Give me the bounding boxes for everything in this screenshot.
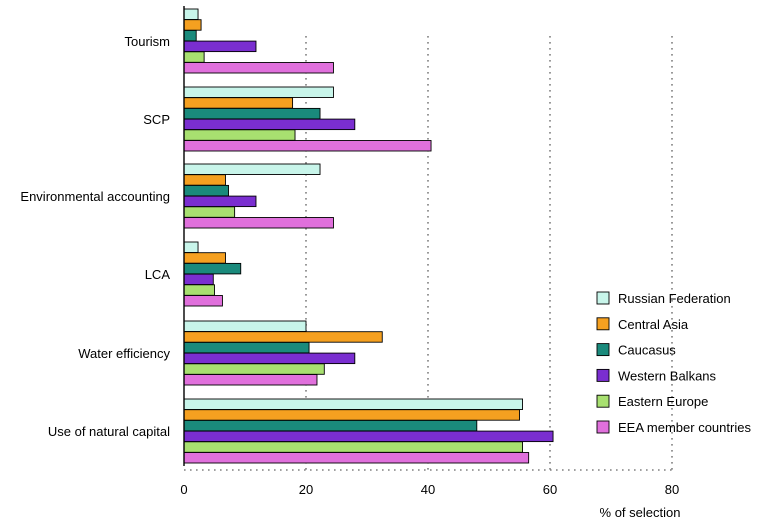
bars (183, 8, 554, 464)
bar (183, 129, 296, 141)
legend-swatch (596, 343, 610, 357)
legend-label: Russian Federation (618, 291, 731, 306)
bar (183, 262, 242, 275)
bar (183, 174, 226, 186)
bar (183, 374, 318, 386)
bar (183, 331, 383, 343)
bar (183, 118, 356, 131)
legend-label: Eastern Europe (618, 394, 708, 409)
bar (183, 252, 226, 264)
bar (183, 217, 334, 229)
category-label: SCP (143, 112, 170, 127)
bar (183, 341, 310, 354)
x-axis-label: % of selection (600, 505, 681, 520)
bar (183, 206, 236, 218)
bar (183, 140, 432, 152)
bar (183, 409, 520, 421)
x-tick-label-40: 40 (421, 482, 435, 497)
bar (183, 184, 229, 197)
category-label: Water efficiency (78, 346, 170, 361)
legend-swatch (596, 420, 610, 434)
bar (183, 398, 523, 410)
legend-label: EEA member countries (618, 420, 751, 435)
bar (183, 241, 199, 253)
bar (183, 273, 214, 286)
bar (183, 284, 215, 296)
x-tick-label-20: 20 (299, 482, 313, 497)
legend: Russian Federation Central Asia Caucasus We… (596, 291, 751, 435)
legend-swatch (596, 394, 610, 408)
bar (183, 320, 307, 332)
x-tick-label-60: 60 (543, 482, 557, 497)
legend-label: Caucasus (618, 343, 676, 358)
legend-label: Central Asia (618, 317, 689, 332)
category-label: Environmental accounting (20, 189, 170, 204)
bar (183, 195, 257, 208)
bar (183, 419, 478, 432)
bar (183, 452, 530, 464)
bar (183, 107, 321, 120)
bar (183, 8, 199, 20)
category-label: Use of natural capital (48, 424, 170, 439)
category-label: Tourism (124, 34, 170, 49)
legend-swatch (596, 291, 610, 305)
bar (183, 86, 334, 98)
legend-swatch (596, 368, 610, 382)
bar (183, 295, 223, 307)
legend-swatch (596, 317, 610, 331)
bar (183, 19, 202, 31)
bar (183, 430, 554, 443)
bar (183, 51, 205, 63)
legend-label: Western Balkans (618, 368, 717, 383)
bar (183, 62, 334, 74)
bar (183, 363, 325, 375)
x-tick-label-80: 80 (665, 482, 679, 497)
bar (183, 352, 356, 365)
category-label: LCA (145, 267, 171, 282)
x-tick-labels: 0 20 40 60 80 (180, 482, 679, 497)
bar (183, 40, 257, 53)
x-tick-label-0: 0 (180, 482, 187, 497)
bar (183, 29, 197, 42)
category-labels: Tourism SCP Environmental accounting LCA Wat… (20, 34, 170, 439)
bar (183, 441, 523, 453)
bar (183, 163, 321, 175)
bar (183, 97, 294, 109)
